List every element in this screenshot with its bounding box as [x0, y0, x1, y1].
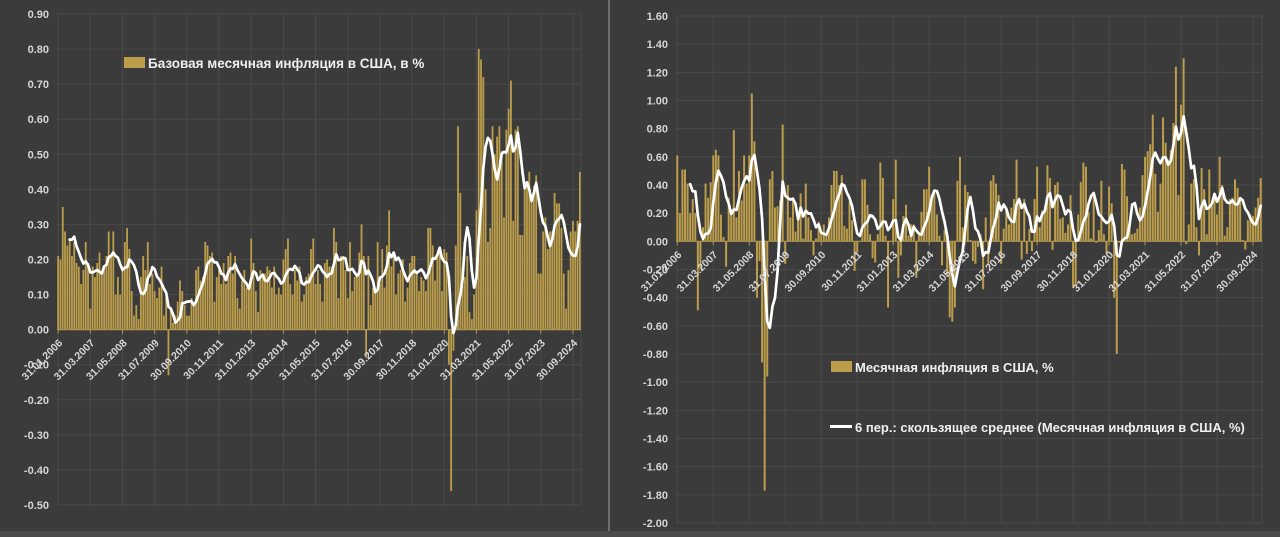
svg-text:0.60: 0.60 [647, 152, 668, 164]
svg-text:1.00: 1.00 [647, 96, 668, 108]
svg-text:-1.00: -1.00 [643, 377, 668, 389]
panel-divider [608, 0, 610, 537]
svg-text:0.20: 0.20 [647, 208, 668, 220]
svg-text:-0.20: -0.20 [24, 395, 49, 407]
svg-text:-2.00: -2.00 [643, 518, 668, 530]
svg-text:0.80: 0.80 [28, 44, 49, 56]
svg-text:0.20: 0.20 [28, 255, 49, 267]
svg-text:-0.40: -0.40 [24, 465, 49, 477]
svg-text:-0.30: -0.30 [24, 430, 49, 442]
svg-text:0.60: 0.60 [28, 114, 49, 126]
legend-label-monthly-inflation: Месячная инфляция в США, % [855, 360, 1054, 375]
svg-text:-0.50: -0.50 [24, 500, 49, 512]
legend-label-core-inflation: Базовая месячная инфляция в США, в % [148, 56, 425, 71]
svg-text:0.80: 0.80 [647, 124, 668, 136]
legend-moving-average: 6 пер.: скользящее среднее (Месячная инф… [830, 418, 1245, 438]
svg-text:-1.60: -1.60 [643, 462, 668, 474]
svg-text:1.60: 1.60 [647, 11, 668, 23]
svg-text:1.20: 1.20 [647, 67, 668, 79]
svg-text:0.00: 0.00 [28, 325, 49, 337]
svg-text:-0.80: -0.80 [643, 349, 668, 361]
line-series-swatch [830, 425, 852, 428]
window-bottom-edge [0, 531, 1280, 537]
svg-text:-0.60: -0.60 [643, 321, 668, 333]
svg-text:-0.40: -0.40 [643, 293, 668, 305]
legend-monthly-inflation: Месячная инфляция в США, % [831, 358, 1054, 378]
svg-text:-1.40: -1.40 [643, 434, 668, 446]
svg-text:0.40: 0.40 [647, 180, 668, 192]
svg-text:-1.20: -1.20 [643, 405, 668, 417]
svg-text:0.30: 0.30 [28, 219, 49, 231]
svg-text:-0.10: -0.10 [24, 360, 49, 372]
core-inflation-chart: 0.90 0.80 0.70 0.60 0.50 0.40 0.30 0.20 0.10 0.00… [20, 9, 582, 512]
headline-inflation-chart: 1.60 1.40 1.20 1.00 0.80 0.60 0.40 0.20 0.00 -0.2… [639, 11, 1263, 530]
bar-series-swatch [831, 361, 852, 372]
svg-text:-1.80: -1.80 [643, 490, 668, 502]
svg-text:1.40: 1.40 [647, 39, 668, 51]
bar-series-swatch [124, 57, 145, 68]
svg-text:0.90: 0.90 [28, 9, 49, 21]
svg-text:0.50: 0.50 [28, 149, 49, 161]
svg-text:0.10: 0.10 [28, 290, 49, 302]
svg-text:0.70: 0.70 [28, 79, 49, 91]
legend-label-moving-average: 6 пер.: скользящее среднее (Месячная инф… [855, 420, 1245, 435]
svg-text:-0.20: -0.20 [643, 265, 668, 277]
legend-core-inflation: Базовая месячная инфляция в США, в % [124, 54, 424, 75]
svg-text:0.40: 0.40 [28, 184, 49, 196]
svg-text:0.00: 0.00 [647, 236, 668, 248]
